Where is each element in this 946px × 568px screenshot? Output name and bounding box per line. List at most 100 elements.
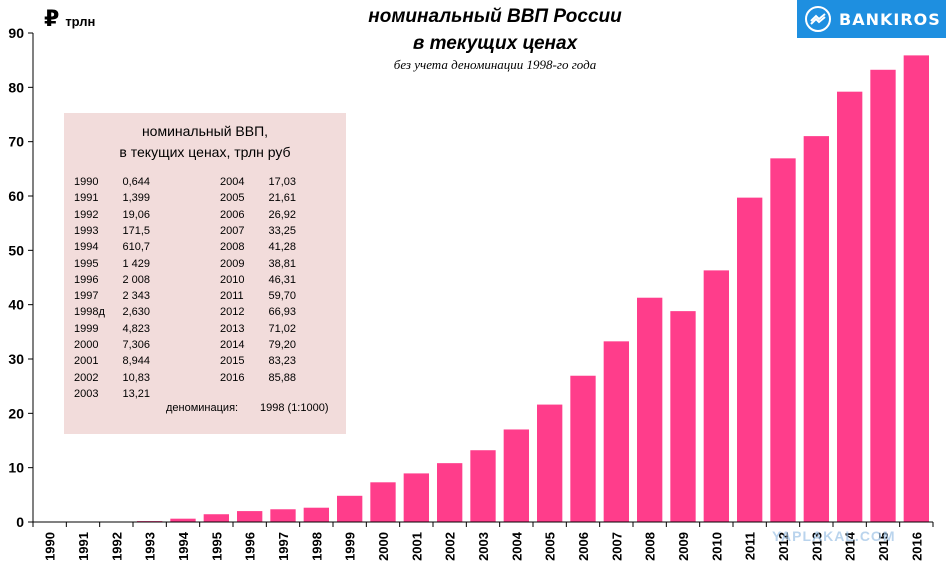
table-value: 4,823 <box>122 322 150 335</box>
table-year: 1997 <box>74 290 99 303</box>
table-year: 1998д <box>74 306 105 319</box>
table-value: 85,88 <box>268 371 296 384</box>
table-title-line2: в текущих ценах, трлн руб <box>119 144 291 160</box>
table-row: 1994 610,7 <box>74 239 154 255</box>
bankiros-logo-icon <box>805 6 831 32</box>
table-year: 1990 <box>74 176 99 188</box>
table-year: 2000 <box>74 339 99 351</box>
table-year: 1995 <box>74 257 99 270</box>
table-title: номинальный ВВП, в текущих ценах, трлн р… <box>64 121 346 163</box>
denomination-value: 1998 (1:1000) <box>260 402 329 414</box>
x-axis: 1990 1991 1992 1993 1994 1995 1996 1997 1998 1999… <box>32 521 934 561</box>
bar-1996 <box>237 511 263 522</box>
bars-group <box>37 55 929 523</box>
x-tick-label: 2009 <box>676 532 691 561</box>
x-tick-label: 1997 <box>276 532 291 561</box>
y-tick-label: 80 <box>8 79 24 95</box>
table-row: 1995 1 429 <box>74 256 154 272</box>
table-value: 71,02 <box>268 322 296 335</box>
table-title-line1: номинальный ВВП, <box>141 123 269 139</box>
table-row: 1992 19,06 <box>74 207 154 223</box>
table-row: 2005 21,61 <box>220 190 300 206</box>
table-row: 2013 71,02 <box>220 321 300 337</box>
table-value: 7,306 <box>122 339 150 351</box>
chart-title-line1: номинальный ВВП России <box>368 6 622 27</box>
table-year: 2013 <box>220 322 245 335</box>
x-tick-label: 2007 <box>609 532 624 561</box>
bar-2010 <box>703 270 729 522</box>
bar-1998 <box>303 507 329 522</box>
y-tick-label: 40 <box>8 297 24 313</box>
x-tick-label: 2003 <box>476 532 491 561</box>
bar-2004 <box>503 429 529 522</box>
bar-2011 <box>737 197 763 522</box>
bar-2013 <box>803 136 829 522</box>
bar-2008 <box>637 297 663 522</box>
x-tick-label: 2008 <box>643 532 658 561</box>
bankiros-logo-text: BANKIROS <box>839 9 941 29</box>
bar-2015 <box>870 69 896 523</box>
bar-2009 <box>670 311 696 522</box>
table-year: 2010 <box>220 273 245 286</box>
x-tick-label: 2010 <box>709 532 724 561</box>
table-row: 2006 26,92 <box>220 207 300 223</box>
table-row: 2007 33,25 <box>220 223 300 239</box>
chart-subtitle: без учета деноминации 1998-го года <box>393 57 597 72</box>
table-year: 2002 <box>74 371 99 384</box>
bar-1997 <box>270 509 296 522</box>
x-tick-label: 2001 <box>409 532 424 561</box>
table-year: 1992 <box>74 208 99 221</box>
x-tick-label: 2006 <box>576 532 591 561</box>
table-value: 83,23 <box>268 355 296 368</box>
table-row: 1993 171,5 <box>74 223 154 239</box>
table-year: 2003 <box>74 387 99 400</box>
y-tick-label: 90 <box>8 25 24 41</box>
chart-title-line2: в текущих ценах <box>412 33 578 54</box>
bar-2001 <box>403 473 429 522</box>
table-year: 2016 <box>220 371 245 384</box>
table-year: 2008 <box>220 241 245 254</box>
table-year: 2006 <box>220 208 245 221</box>
table-year: 1993 <box>74 224 99 237</box>
table-value: 46,31 <box>268 273 296 286</box>
table-value: 26,92 <box>268 208 296 221</box>
table-value: 38,81 <box>268 257 296 270</box>
table-year: 2012 <box>220 306 245 319</box>
y-tick-label: 60 <box>8 188 24 204</box>
table-row: 2014 79,20 <box>220 337 300 353</box>
table-row: 1996 2 008 <box>74 272 154 288</box>
table-row: 2000 7,306 <box>74 337 154 353</box>
x-tick-label: 1996 <box>243 532 258 561</box>
table-year: 2014 <box>220 339 245 351</box>
y-tick-label: 10 <box>8 460 24 476</box>
x-tick-label: 2000 <box>376 532 391 561</box>
table-value: 33,25 <box>268 224 296 237</box>
bankiros-logo: BANKIROS <box>797 0 946 38</box>
table-value: 171,5 <box>122 224 150 237</box>
table-value: 10,83 <box>122 371 150 384</box>
table-row: 2002 10,83 <box>74 370 154 386</box>
x-tick-label: 2004 <box>509 531 524 561</box>
table-year: 2015 <box>220 355 245 368</box>
x-tick-label: 2016 <box>909 532 924 561</box>
x-tick-label: 2002 <box>443 532 458 561</box>
table-year: 2005 <box>220 192 245 205</box>
table-row: 2004 17,03 <box>220 174 300 190</box>
x-tick-label: 1998 <box>309 532 324 561</box>
x-tick-label: 2014 <box>843 531 858 561</box>
bar-2016 <box>903 55 929 522</box>
table-value: 59,70 <box>268 290 296 303</box>
table-year: 1999 <box>74 322 99 335</box>
bar-2007 <box>603 341 629 522</box>
table-year: 2004 <box>220 176 245 188</box>
table-value: 1,399 <box>122 192 150 205</box>
table-row: 2015 83,23 <box>220 353 300 369</box>
table-value: 41,28 <box>268 241 296 254</box>
y-axis-unit-label: ₽ трлн <box>44 6 95 32</box>
table-row: 1997 2 343 <box>74 288 154 304</box>
bar-2002 <box>437 463 463 522</box>
x-tick-label: 1995 <box>209 532 224 561</box>
table-year: 2009 <box>220 257 245 270</box>
bar-1999 <box>337 495 363 522</box>
bar-2003 <box>470 450 496 522</box>
